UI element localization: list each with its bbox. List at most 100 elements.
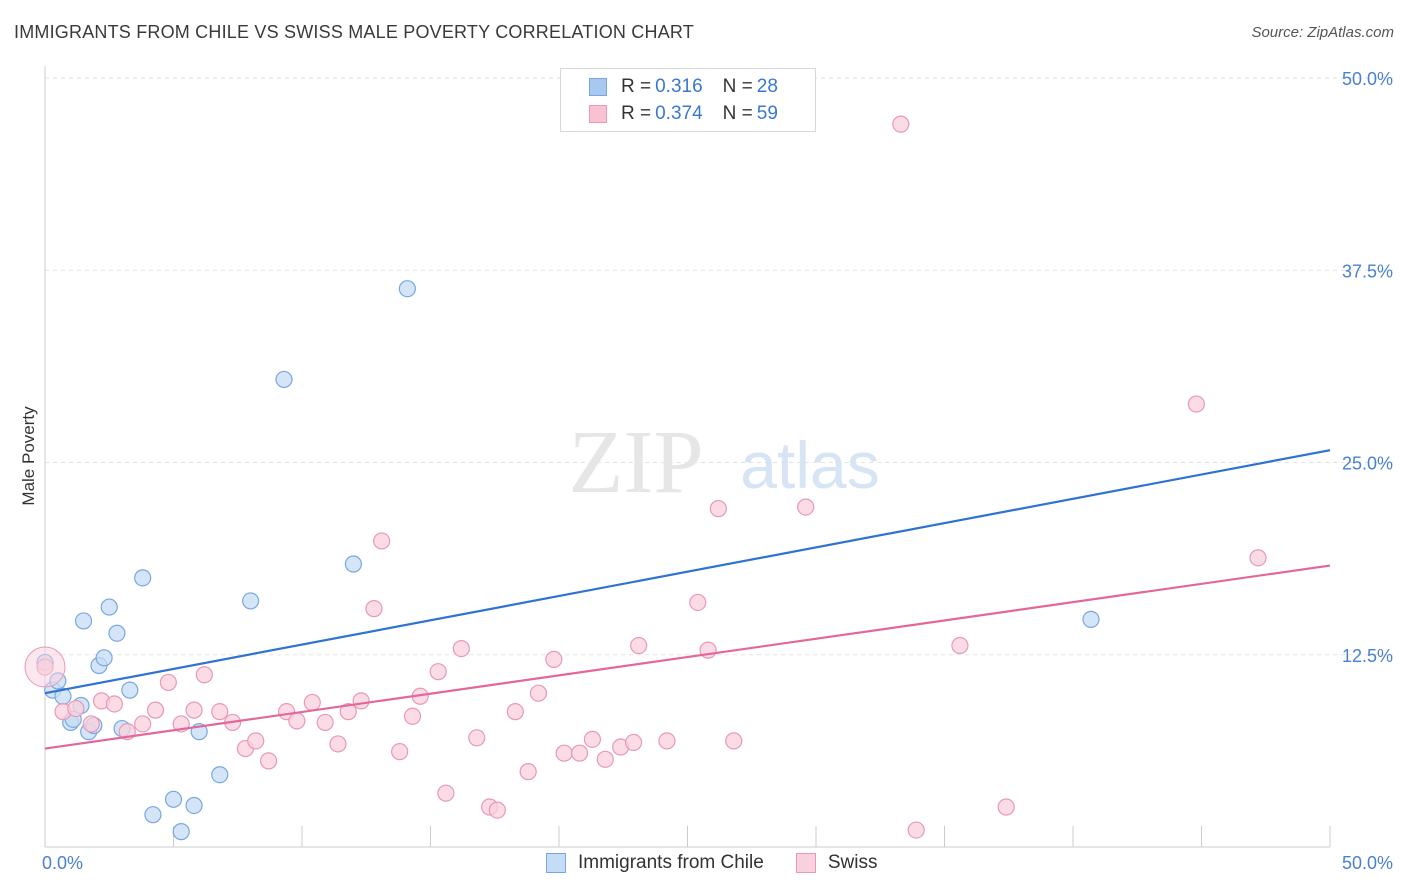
swiss-point (892, 115, 910, 133)
swiss-point (365, 600, 383, 618)
watermark-atlas: atlas (740, 428, 879, 502)
swiss-point (488, 801, 506, 819)
y-axis-label: Male Poverty (19, 406, 38, 506)
swiss-point (519, 763, 537, 781)
chile-point (134, 569, 152, 587)
y-tick-label: 50.0% (1342, 69, 1393, 89)
legend-swatch-swiss (589, 105, 607, 123)
legend-item-swiss[interactable]: Swiss (795, 852, 878, 874)
swiss-point (429, 663, 447, 681)
chile-point (1082, 610, 1100, 628)
tick-labels: 12.5% 25.0% 37.5% 50.0% 0.0% 50.0% (42, 69, 1393, 873)
swiss-point (1187, 395, 1205, 413)
legend-swatch-swiss (795, 853, 816, 873)
swiss-point (352, 692, 370, 710)
swiss-point (403, 707, 422, 725)
y-tick-label: 37.5% (1342, 261, 1393, 281)
chile-point (164, 790, 183, 808)
y-tick-label: 25.0% (1342, 454, 1393, 474)
swiss-point (797, 498, 815, 516)
chile-point (108, 624, 126, 642)
swiss-point (339, 703, 357, 721)
chart-title: IMMIGRANTS FROM CHILE VS SWISS MALE POVE… (14, 22, 694, 42)
chile-point (95, 649, 113, 667)
grid-lines (45, 77, 1393, 656)
legend-label-chile: Immigrants from Chile (578, 852, 764, 873)
swiss-point (159, 673, 177, 692)
swiss-point (288, 712, 306, 730)
r-value: 0.374 (655, 103, 703, 124)
y-tick-label: 12.5% (1342, 646, 1393, 666)
correlation-legend: R = 0.316 N = 28 R = 0.374 N = 59 (560, 68, 816, 132)
trend-lines (44, 449, 1331, 750)
swiss-point (211, 703, 229, 721)
x-tick-label: 0.0% (42, 853, 83, 873)
swiss-point (555, 744, 573, 762)
chile-point (74, 612, 93, 630)
swiss-point (316, 713, 334, 732)
swiss-trend-line (44, 564, 1331, 750)
swiss-point (689, 593, 707, 612)
swiss-point (570, 744, 589, 762)
swiss-point (1249, 549, 1267, 567)
swiss-point (658, 732, 676, 750)
chile-point (344, 555, 362, 573)
swiss-point (82, 715, 100, 733)
swiss-point (195, 666, 213, 684)
swiss-point (329, 735, 347, 753)
chile-point (100, 598, 118, 616)
swiss-point (907, 821, 925, 839)
swiss-point (146, 701, 165, 719)
r-label: R = (621, 103, 652, 124)
swiss-point (247, 732, 265, 750)
swiss-point (630, 636, 648, 655)
axes (44, 66, 1331, 848)
chile-point (121, 681, 139, 699)
swiss-point (506, 703, 524, 721)
swiss-point (373, 532, 391, 550)
swiss-point (545, 650, 563, 668)
swiss-point (452, 639, 470, 658)
swiss-point (529, 684, 548, 702)
swiss-point (596, 750, 614, 768)
swiss-point (951, 636, 969, 655)
swiss-point (624, 733, 643, 752)
swiss-point (468, 729, 486, 747)
watermark-zip: ZIP (569, 413, 704, 512)
chile-point (398, 280, 416, 298)
r-label: R = (621, 76, 652, 97)
chile-point (275, 370, 293, 389)
swiss-point (437, 784, 455, 802)
swiss-point (185, 701, 203, 719)
n-value: 28 (756, 76, 778, 97)
legend-swatch-chile (546, 853, 566, 873)
swiss-point (303, 693, 321, 712)
n-label: N = (722, 76, 753, 97)
r-value: 0.316 (655, 76, 703, 97)
chile-point (172, 823, 190, 841)
n-value: 59 (756, 103, 778, 124)
swiss-point (391, 743, 409, 761)
data-points (24, 115, 1267, 841)
series-legend: Immigrants from Chile Swiss (546, 852, 909, 874)
chile-point (185, 796, 203, 815)
x-tick-label: 50.0% (1342, 853, 1393, 873)
n-label: N = (722, 103, 753, 124)
legend-row-swiss: R = 0.374 N = 59 (589, 102, 778, 126)
swiss-point (259, 752, 278, 770)
swiss-point (709, 500, 727, 518)
legend-swatch-chile (589, 78, 607, 96)
swiss-point (105, 695, 123, 713)
legend-label-swiss: Swiss (827, 852, 878, 873)
swiss-point (997, 798, 1015, 816)
legend-row-chile: R = 0.316 N = 28 (589, 75, 778, 99)
swiss-point-large (24, 646, 66, 688)
swiss-point (134, 715, 152, 733)
swiss-point (583, 730, 602, 748)
swiss-point (67, 699, 85, 718)
chile-point (144, 806, 162, 824)
chile-point (242, 592, 260, 610)
legend-item-chile[interactable]: Immigrants from Chile (546, 852, 764, 874)
source-label: Source: ZipAtlas.com (1251, 24, 1394, 41)
